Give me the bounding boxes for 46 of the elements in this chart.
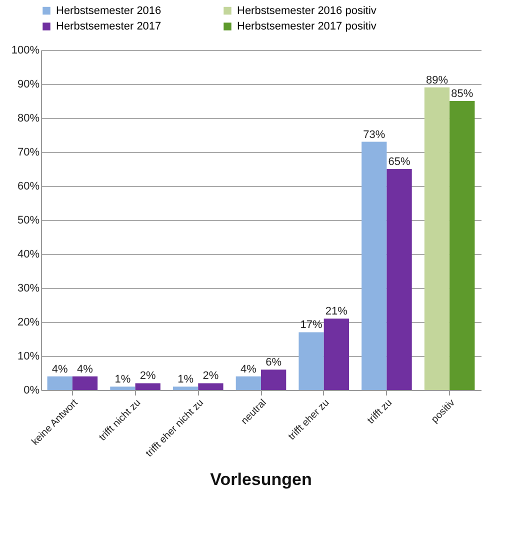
bar xyxy=(47,376,72,390)
bar xyxy=(236,376,261,390)
bar xyxy=(72,376,98,390)
y-tick-label: 50% xyxy=(17,214,40,226)
y-tick-label: 0% xyxy=(24,384,40,396)
y-tick-label: 70% xyxy=(17,146,40,158)
data-label: 65% xyxy=(388,156,411,168)
data-label: 1% xyxy=(114,374,131,386)
y-tick-label: 40% xyxy=(17,248,40,260)
bar xyxy=(450,101,475,390)
bar xyxy=(261,370,286,390)
data-label: 4% xyxy=(52,363,68,376)
data-label: 6% xyxy=(266,356,282,369)
bar xyxy=(298,332,324,390)
legend-label: Herbstsemester 2017 xyxy=(56,20,162,32)
data-label: 2% xyxy=(202,370,219,382)
data-label: 85% xyxy=(451,88,474,100)
bar xyxy=(198,383,224,390)
bar xyxy=(173,386,198,390)
y-tick-label: 100% xyxy=(11,44,40,56)
x-tick-label: trifft eher zu xyxy=(286,398,332,442)
data-label: 4% xyxy=(240,363,257,376)
legend-label: Herbstsemester 2016 xyxy=(56,4,162,17)
bar xyxy=(324,318,349,390)
y-tick-label: 10% xyxy=(17,350,40,362)
bar xyxy=(386,169,412,390)
y-tick-label: 90% xyxy=(17,78,40,90)
x-tick-label: trifft zu xyxy=(366,398,394,426)
y-tick-label: 20% xyxy=(17,316,40,328)
data-label: 21% xyxy=(325,306,348,318)
bar xyxy=(110,386,136,390)
y-tick-label: 60% xyxy=(17,180,40,192)
bar xyxy=(362,142,387,390)
data-label: 2% xyxy=(140,370,156,382)
bar xyxy=(135,383,160,390)
legend-label: Herbstsemester 2016 positiv xyxy=(237,4,377,17)
y-tick-label: 80% xyxy=(17,112,40,124)
text: Vorlesungen xyxy=(210,470,312,490)
bar xyxy=(424,87,450,390)
data-label: 73% xyxy=(363,128,386,141)
data-label: 4% xyxy=(77,363,94,376)
y-tick-label: 30% xyxy=(17,282,40,294)
data-label: 89% xyxy=(426,74,448,86)
data-label: 1% xyxy=(178,374,194,386)
data-label: 17% xyxy=(300,319,323,332)
legend-label: Herbstsemester 2017 positiv xyxy=(237,20,377,32)
